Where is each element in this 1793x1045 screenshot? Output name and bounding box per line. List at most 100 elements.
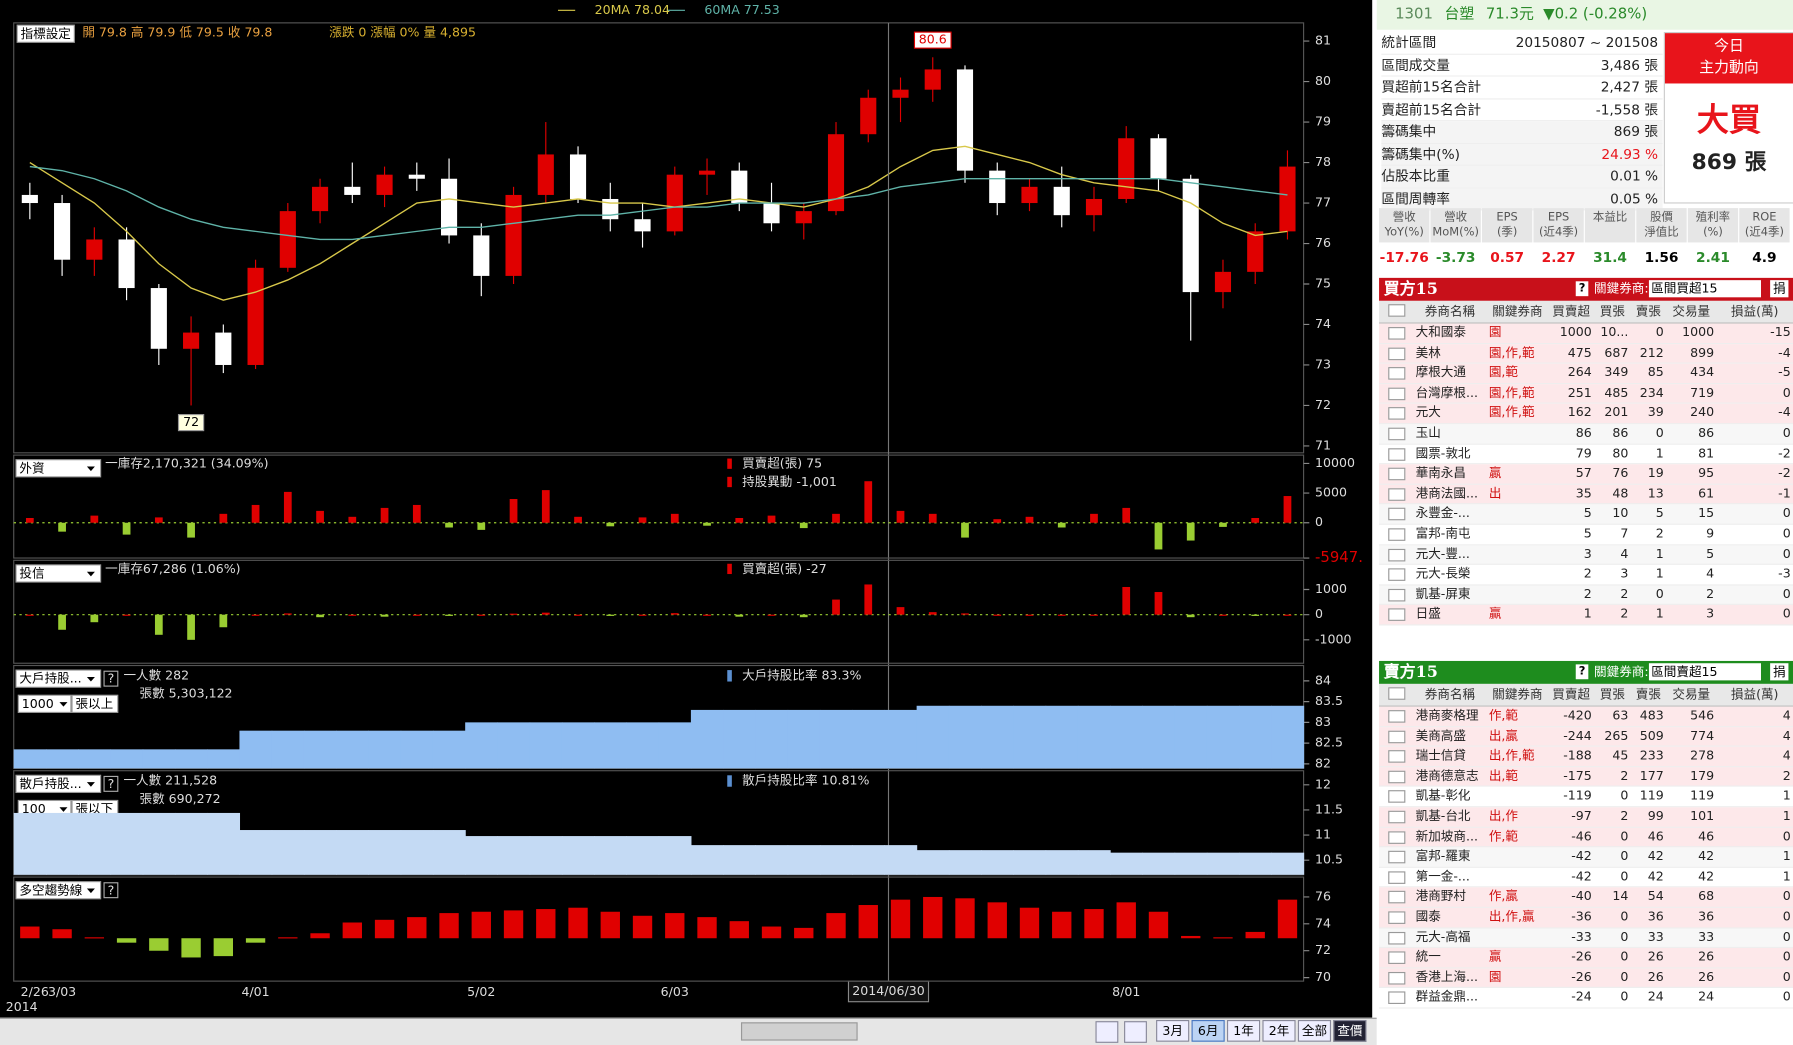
checkbox[interactable] — [1388, 608, 1406, 622]
checkbox[interactable] — [1388, 487, 1406, 501]
checkbox[interactable] — [1388, 951, 1406, 965]
checkbox[interactable] — [1388, 971, 1406, 985]
range-button[interactable]: 2年 — [1262, 1020, 1296, 1042]
range-button[interactable]: 1年 — [1226, 1020, 1261, 1042]
broker-name: 港商德意志 — [1415, 768, 1479, 784]
checkbox[interactable] — [1388, 991, 1406, 1005]
range-button[interactable]: 3月 — [1156, 1020, 1190, 1042]
area-step — [561, 722, 595, 769]
trend-bar — [1116, 902, 1136, 939]
selector[interactable] — [15, 881, 102, 900]
trend-bar — [1245, 931, 1265, 939]
panel-info: 持股異動 -1,001 — [742, 474, 837, 489]
candle-body — [892, 89, 909, 98]
checkbox[interactable] — [1388, 304, 1406, 317]
help-box[interactable] — [103, 775, 119, 792]
low-label-box — [177, 414, 205, 432]
zoom-out[interactable] — [1095, 1021, 1119, 1043]
stats-row: 佔股本比重 0.01 % — [1381, 165, 1663, 189]
area-step — [626, 836, 660, 875]
area-step — [368, 830, 402, 875]
table-title: 買方15 — [1383, 280, 1438, 299]
checkbox[interactable] — [1388, 830, 1406, 844]
selector[interactable] — [15, 564, 102, 583]
y-tick-label: 74 — [1315, 316, 1331, 331]
range-button[interactable]: 全部 — [1297, 1020, 1332, 1042]
checkbox[interactable] — [1388, 347, 1406, 360]
y-tick-label: 74 — [1315, 915, 1331, 930]
filter-select[interactable]: 區間買超15 — [1648, 280, 1761, 298]
zoom-in[interactable] — [1124, 1021, 1147, 1043]
checkbox[interactable] — [1388, 327, 1406, 340]
broker-number: 26 — [1698, 949, 1715, 965]
signal: 大買 — [1696, 100, 1761, 139]
y-tick-label: 71 — [1315, 437, 1331, 452]
scrollbar[interactable] — [740, 1022, 858, 1041]
range-button[interactable]: 6月 — [1191, 1020, 1225, 1042]
checkbox[interactable] — [1388, 730, 1406, 743]
checkbox[interactable] — [1388, 810, 1406, 824]
checkbox[interactable] — [1388, 871, 1406, 884]
area-step — [207, 749, 241, 769]
candle-body — [1085, 198, 1103, 216]
checkbox[interactable] — [1388, 687, 1406, 700]
filter-button[interactable]: 捐 — [1770, 280, 1789, 298]
ratio-column: 本益比 31.4 — [1584, 208, 1636, 272]
checkbox[interactable] — [1388, 588, 1406, 602]
area-step — [1142, 705, 1176, 769]
checkbox[interactable] — [1388, 891, 1406, 904]
area-step — [400, 730, 434, 769]
broker-number: 475 — [1567, 344, 1592, 360]
filter-button[interactable]: 捐 — [1770, 663, 1789, 681]
checkbox[interactable] — [1388, 508, 1406, 521]
checkbox[interactable] — [1388, 467, 1406, 481]
checkbox[interactable] — [1388, 790, 1406, 804]
help-box[interactable] — [103, 882, 119, 899]
bar — [864, 584, 873, 615]
checkbox[interactable] — [1388, 750, 1406, 763]
bar — [864, 481, 873, 523]
selector[interactable] — [15, 774, 102, 794]
area-step — [755, 845, 789, 875]
bar — [380, 614, 389, 617]
checkbox[interactable] — [1388, 931, 1406, 944]
checkbox[interactable] — [1388, 367, 1406, 380]
checkbox[interactable] — [1388, 447, 1406, 461]
checkbox[interactable] — [1388, 407, 1406, 421]
bar — [767, 614, 776, 616]
settings-button[interactable] — [16, 24, 75, 43]
selector[interactable] — [15, 459, 102, 478]
broker-number: 1 — [1655, 606, 1664, 622]
help-box[interactable] — [103, 670, 119, 687]
checkbox[interactable] — [1388, 568, 1406, 582]
checkbox[interactable] — [1388, 427, 1406, 441]
broker-number: -175 — [1563, 768, 1592, 784]
broker-name: 統一 — [1415, 949, 1441, 965]
y-tick-label: 80 — [1315, 73, 1331, 88]
broker-number: 0 — [1620, 868, 1629, 884]
y-tick-label: 75 — [1315, 276, 1331, 291]
checkbox[interactable] — [1388, 387, 1406, 400]
checkbox[interactable] — [1388, 850, 1406, 864]
help-icon: ? — [1575, 664, 1589, 680]
broker-number: 85 — [1647, 364, 1664, 380]
checkbox[interactable] — [1388, 548, 1406, 561]
checkbox[interactable] — [1388, 911, 1406, 924]
selector[interactable] — [15, 669, 102, 688]
threshold-select[interactable] — [17, 694, 72, 713]
checkbox[interactable] — [1388, 710, 1406, 723]
ratio-header: 殖利率 (%) — [1687, 208, 1739, 243]
bar — [509, 499, 518, 523]
broker-name: 第一金-... — [1415, 868, 1470, 884]
area-step — [1174, 852, 1208, 875]
checkbox[interactable] — [1388, 528, 1406, 541]
broker-row: 瑞士信貸 出,作,範 -188 45 233 278 4 — [1379, 746, 1793, 768]
bar — [251, 614, 260, 616]
y-tick-label: 81 — [1315, 33, 1331, 48]
range-button[interactable]: 查價 — [1333, 1020, 1367, 1042]
broker-number: 0 — [1782, 888, 1791, 904]
checkbox[interactable] — [1388, 770, 1406, 784]
filter-select[interactable]: 區間賣超15 — [1648, 663, 1761, 681]
threshold: 1000 — [22, 696, 54, 711]
ratio-header-line: 殖利率 — [1695, 211, 1731, 225]
